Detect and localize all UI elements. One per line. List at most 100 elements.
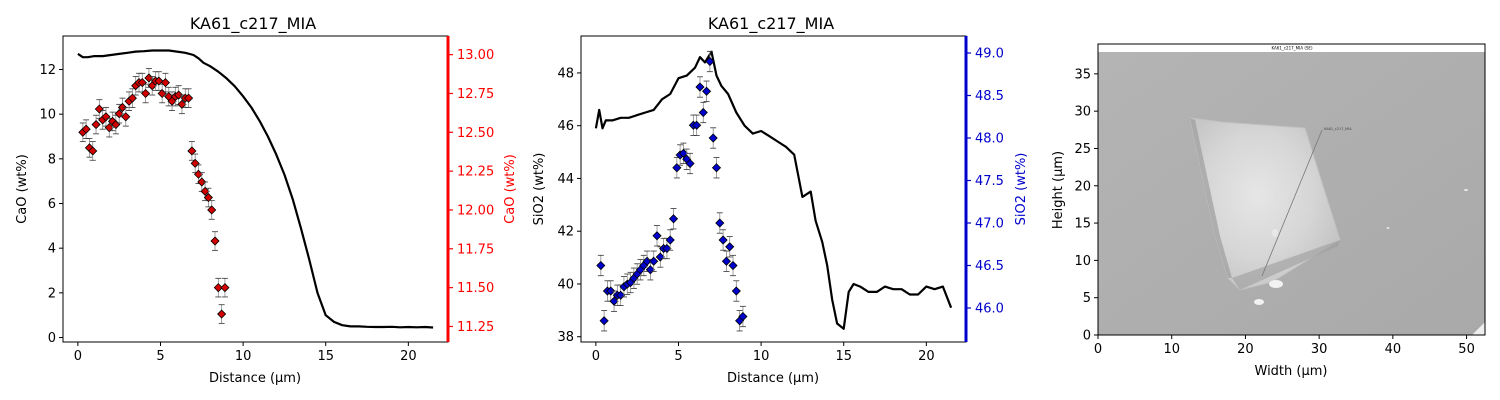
data-marker bbox=[718, 235, 728, 245]
y-axis-label: Height (µm) bbox=[1051, 151, 1066, 229]
profile-line bbox=[77, 49, 434, 329]
y-right-tick-label: 47.5 bbox=[975, 174, 1004, 189]
y-tick-label: 8 bbox=[48, 152, 56, 167]
data-point bbox=[137, 72, 147, 93]
bright-corner bbox=[1472, 322, 1485, 335]
y-right-tick-label: 12.25 bbox=[457, 165, 494, 180]
data-marker bbox=[141, 88, 151, 99]
data-marker bbox=[685, 158, 695, 169]
y-right-tick-label: 11.50 bbox=[457, 281, 494, 296]
data-marker bbox=[210, 236, 220, 246]
data-point bbox=[698, 101, 708, 124]
x-axis: 0 5 10 15 20 bbox=[592, 342, 935, 364]
data-marker bbox=[174, 90, 184, 100]
data-point bbox=[207, 200, 217, 220]
data-marker bbox=[678, 148, 689, 158]
y-axis-label: SiO2 (wt%) bbox=[532, 153, 547, 226]
plot-frame bbox=[1097, 43, 1486, 336]
data-point bbox=[672, 157, 682, 179]
data-marker bbox=[692, 120, 702, 130]
y-tick-label: 30 bbox=[1074, 105, 1091, 120]
data-point bbox=[88, 141, 98, 161]
profile-line-label: KA61_c217_MIA bbox=[1324, 127, 1352, 131]
data-point bbox=[127, 88, 137, 108]
profile-line bbox=[594, 50, 953, 330]
y-tick-label: 35 bbox=[1074, 67, 1091, 82]
plot-frame bbox=[62, 35, 449, 343]
data-marker bbox=[187, 146, 197, 156]
crystal-edge-shadow bbox=[1190, 118, 1232, 278]
y-tick-label: 12 bbox=[39, 63, 56, 78]
chart-title: KA61_c217_MIA bbox=[708, 14, 834, 34]
data-point bbox=[184, 88, 194, 108]
y-right-tick-label: 13.00 bbox=[457, 48, 494, 63]
y-right-tick-label: 11.75 bbox=[457, 242, 494, 257]
x-axis: 0 10 20 30 40 50 bbox=[1094, 335, 1475, 357]
bright-inclusion bbox=[1272, 229, 1278, 237]
data-point bbox=[596, 254, 606, 277]
x-tick-label: 20 bbox=[918, 349, 935, 364]
y-axis-right: 11.25 11.50 11.75 12.00 12.25 12.50 12.75 13.00 bbox=[448, 48, 494, 335]
y-right-tick-label: 12.00 bbox=[457, 203, 494, 218]
y-tick-label: 44 bbox=[557, 172, 574, 187]
x-axis-label: Width (µm) bbox=[1255, 364, 1328, 379]
data-point bbox=[606, 280, 616, 302]
data-marker bbox=[596, 260, 606, 271]
data-point bbox=[187, 141, 197, 161]
x-axis-label: Distance (µm) bbox=[209, 371, 301, 386]
plot-area bbox=[594, 50, 953, 332]
data-marker bbox=[702, 86, 712, 96]
data-marker bbox=[715, 218, 725, 228]
data-marker bbox=[114, 109, 124, 119]
data-point bbox=[81, 119, 91, 139]
data-point bbox=[705, 50, 715, 73]
x-tick-label: 0 bbox=[1094, 342, 1102, 357]
x-tick-label: 20 bbox=[400, 349, 417, 364]
data-marker bbox=[606, 286, 616, 296]
data-point bbox=[711, 157, 722, 179]
y-tick-label: 20 bbox=[1074, 179, 1091, 194]
data-marker bbox=[220, 283, 230, 293]
image-caption: KA61_c217_MIA (SE) bbox=[1271, 46, 1312, 51]
x-tick-label: 10 bbox=[753, 349, 770, 364]
y-right-tick-label: 48.0 bbox=[975, 132, 1004, 147]
data-marker bbox=[94, 104, 104, 114]
y-right-tick-label: 49.0 bbox=[975, 47, 1004, 62]
y-axis-label-right: SiO2 (wt%) bbox=[1014, 153, 1029, 226]
bright-inclusion bbox=[1254, 299, 1264, 305]
y-tick-label: 46 bbox=[557, 119, 574, 134]
data-point bbox=[715, 212, 725, 234]
y-tick-label: 38 bbox=[557, 330, 574, 345]
data-point bbox=[668, 208, 679, 230]
data-point bbox=[117, 97, 128, 118]
data-point bbox=[731, 280, 741, 302]
data-marker bbox=[160, 78, 171, 88]
data-marker bbox=[705, 56, 715, 67]
data-marker bbox=[101, 112, 111, 122]
x-tick-label: 0 bbox=[592, 349, 600, 364]
data-marker bbox=[652, 231, 662, 241]
x-tick-label: 10 bbox=[1163, 342, 1180, 357]
data-point bbox=[213, 277, 223, 298]
data-marker bbox=[127, 93, 137, 103]
plot-area bbox=[77, 49, 434, 329]
y-axis-left: 38 40 42 44 46 48 bbox=[557, 66, 581, 345]
data-point bbox=[91, 114, 101, 135]
data-marker bbox=[698, 107, 708, 118]
y-tick-label: 40 bbox=[557, 277, 574, 292]
data-point bbox=[725, 236, 735, 258]
x-tick-label: 50 bbox=[1458, 342, 1475, 357]
data-marker bbox=[672, 163, 682, 173]
y-tick-label: 42 bbox=[557, 225, 574, 240]
x-tick-label: 5 bbox=[156, 349, 164, 364]
y-tick-label: 6 bbox=[48, 197, 56, 212]
y-tick-label: 48 bbox=[557, 66, 574, 81]
y-right-tick-label: 48.5 bbox=[975, 89, 1004, 104]
data-marker bbox=[203, 192, 213, 203]
y-right-tick-label: 46.0 bbox=[975, 302, 1004, 317]
data-point bbox=[154, 71, 164, 91]
data-marker bbox=[184, 93, 194, 103]
data-marker bbox=[649, 256, 659, 266]
data-point bbox=[599, 310, 609, 332]
